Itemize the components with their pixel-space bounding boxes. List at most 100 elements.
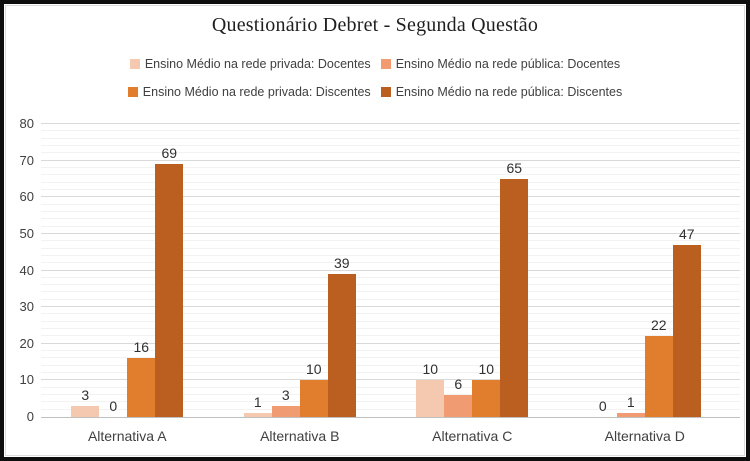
minor-gridline	[41, 401, 740, 403]
bar: 6	[444, 376, 473, 417]
bar-group: 1 3 10 39 Alternativa B	[214, 124, 387, 444]
legend-row: Ensino Médio na rede privada: Docentes En…	[0, 57, 750, 71]
major-gridline	[41, 269, 740, 271]
bar: 47	[672, 226, 701, 417]
bar-group: 0 1 22 47 Alternativa D	[559, 124, 732, 444]
bar-group: 10 6 10 65 Alternativa C	[386, 124, 559, 444]
data-label: 0	[598, 398, 607, 414]
plot-area	[41, 123, 740, 418]
major-gridline	[41, 306, 740, 308]
bar: 3	[71, 387, 100, 417]
chart-title: Questionário Debret - Segunda Questão	[211, 14, 539, 36]
category-label: Alternativa B	[260, 428, 340, 444]
bar: 3	[271, 387, 300, 417]
y-axis-tick-labels: 0 10 20 30 40 50 60 70 80	[6, 117, 34, 424]
minor-gridline	[41, 335, 740, 337]
category-label: Alternativa C	[432, 428, 513, 444]
minor-gridline	[41, 247, 740, 249]
minor-gridline	[41, 320, 740, 322]
legend-swatch-icon	[380, 87, 391, 97]
minor-gridline	[41, 364, 740, 366]
y-tick-label: 70	[19, 152, 34, 168]
minor-gridline	[41, 144, 740, 146]
minor-gridline	[41, 188, 740, 190]
minor-gridline	[41, 181, 740, 183]
minor-gridline	[41, 350, 740, 352]
bar: 22	[644, 317, 673, 417]
major-gridline	[41, 342, 740, 344]
minor-gridline	[41, 218, 740, 220]
bar: 69	[155, 145, 184, 417]
minor-gridline	[41, 203, 740, 205]
legend-label: Ensino Médio na rede privada: Docentes	[144, 57, 371, 71]
major-gridline	[41, 159, 740, 161]
legend-label: Ensino Médio na rede pública: Discentes	[395, 85, 623, 99]
major-gridline	[41, 379, 740, 381]
minor-gridline	[41, 408, 740, 410]
minor-gridline	[41, 254, 740, 256]
bar: 1	[616, 394, 645, 417]
data-label: 10	[305, 361, 322, 377]
y-tick-label: 10	[19, 372, 34, 388]
data-label: 69	[161, 145, 178, 161]
data-label: 65	[506, 160, 523, 176]
minor-gridline	[41, 240, 740, 242]
legend-label: Ensino Médio na rede privada: Discentes	[142, 85, 371, 99]
data-label: 16	[133, 339, 150, 355]
bar: 10	[299, 361, 328, 417]
category-label: Alternativa A	[87, 428, 167, 444]
major-gridline	[41, 232, 740, 234]
minor-gridline	[41, 174, 740, 176]
bar: 1	[243, 394, 272, 417]
minor-gridline	[41, 394, 740, 396]
minor-gridline	[41, 284, 740, 286]
minor-gridline	[41, 386, 740, 388]
data-label: 47	[678, 226, 695, 242]
data-label: 22	[650, 317, 667, 333]
minor-gridline	[41, 276, 740, 278]
data-label: 3	[81, 387, 90, 403]
bar-group: 3 0 16 69 Alternativa A	[41, 124, 214, 444]
bar-groups: 3 0 16 69 Alternativa A 1 3 10 39 Alternativa B 10…	[41, 124, 732, 444]
legend-item: Ensino Médio na rede pública: Docentes	[380, 57, 621, 71]
y-tick-label: 60	[19, 189, 34, 205]
category-label: Alternativa D	[604, 428, 685, 444]
minor-gridline	[41, 298, 740, 300]
minor-gridline	[41, 328, 740, 330]
minor-gridline	[41, 372, 740, 374]
data-label: 0	[109, 398, 118, 414]
legend-item: Ensino Médio na rede privada: Docentes	[129, 57, 371, 71]
data-label: 1	[626, 394, 635, 410]
legend-item: Ensino Médio na rede pública: Discentes	[380, 85, 623, 99]
y-tick-label: 40	[19, 262, 34, 278]
minor-gridline	[41, 130, 740, 132]
y-tick-label: 0	[26, 409, 34, 424]
bar: 16	[127, 339, 156, 417]
data-label: 3	[281, 387, 290, 403]
data-label: 39	[333, 255, 350, 271]
major-gridline	[41, 196, 740, 198]
legend-row: Ensino Médio na rede privada: Discentes E…	[0, 85, 750, 99]
bar: 65	[500, 160, 529, 417]
minor-gridline	[41, 152, 740, 154]
bar: 39	[327, 255, 356, 417]
legend-swatch-icon	[127, 87, 138, 97]
minor-gridline	[41, 313, 740, 315]
minor-gridline	[41, 166, 740, 168]
y-tick-label: 20	[19, 335, 34, 351]
data-label: 10	[478, 361, 495, 377]
major-gridline	[41, 123, 740, 124]
bar: 10	[416, 361, 445, 417]
legend-label: Ensino Médio na rede pública: Docentes	[395, 57, 621, 71]
legend-swatch-icon	[129, 59, 140, 69]
minor-gridline	[41, 262, 740, 264]
legend-swatch-icon	[380, 59, 391, 69]
bar: 10	[472, 361, 501, 417]
data-label: 6	[454, 376, 463, 392]
y-tick-label: 50	[19, 225, 34, 241]
minor-gridline	[41, 225, 740, 227]
data-label: 1	[253, 394, 262, 410]
minor-gridline	[41, 357, 740, 359]
data-label: 10	[422, 361, 439, 377]
